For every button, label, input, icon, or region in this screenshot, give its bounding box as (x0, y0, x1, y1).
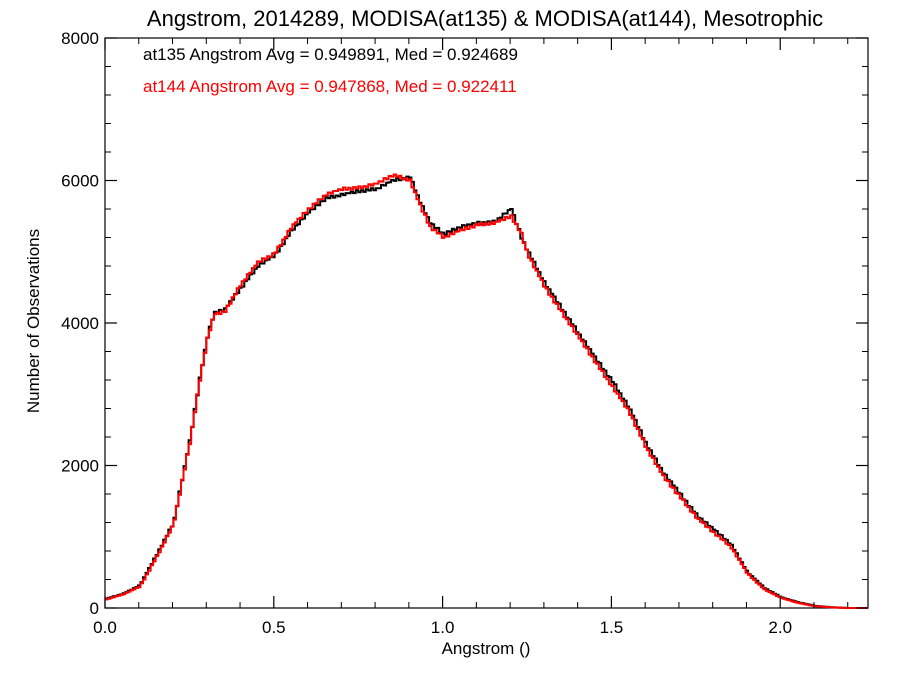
y-tick-label: 4000 (61, 314, 99, 333)
y-tick-label: 0 (90, 599, 99, 618)
series-line-2 (105, 173, 868, 609)
annotation-at144: at144 Angstrom Avg = 0.947868, Med = 0.9… (143, 77, 517, 96)
y-tick-label: 6000 (61, 172, 99, 191)
x-tick-label: 0.0 (93, 618, 117, 637)
annotation-at135: at135 Angstrom Avg = 0.949891, Med = 0.9… (143, 45, 518, 64)
y-tick-label: 2000 (61, 457, 99, 476)
x-tick-label: 2.0 (768, 618, 792, 637)
x-tick-label: 1.5 (600, 618, 624, 637)
x-axis-label: Angstrom () (442, 639, 531, 658)
x-tick-label: 1.0 (431, 618, 455, 637)
plot-frame (104, 37, 869, 609)
plot-area (104, 37, 869, 609)
y-axis-label: Number of Observations (24, 229, 43, 413)
series-group (105, 173, 868, 609)
chart-title: Angstrom, 2014289, MODISA(at135) & MODIS… (147, 6, 823, 31)
series-line-1 (105, 175, 868, 609)
axes-group: 0.0 0.5 1.0 1.5 2.0 0 2000 4000 6000 8000 (61, 29, 868, 637)
y-tick-label: 8000 (61, 29, 99, 48)
x-tick-label: 0.5 (262, 618, 286, 637)
